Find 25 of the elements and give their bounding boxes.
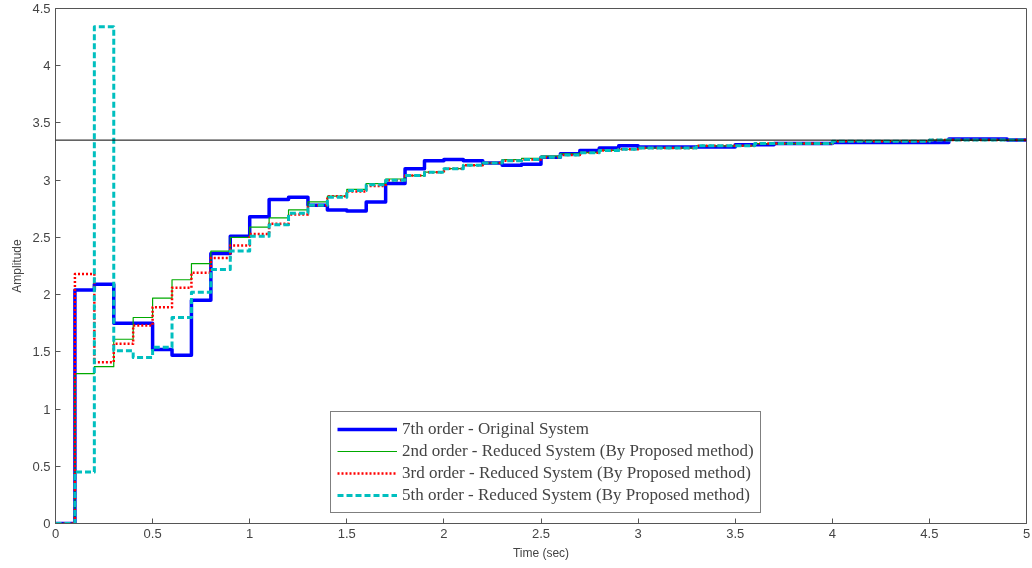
y-tick-label: 4 bbox=[43, 58, 51, 74]
legend-label: 7th order - Original System bbox=[402, 418, 589, 440]
x-tick-label: 1 bbox=[246, 525, 254, 541]
x-tick-label: 2.5 bbox=[531, 525, 551, 541]
x-tick-label: 3.5 bbox=[726, 525, 745, 541]
x-tick-label: 0.5 bbox=[143, 525, 162, 541]
y-tick-label: 1 bbox=[43, 401, 51, 417]
y-tick-label: 2.5 bbox=[32, 229, 51, 245]
y-tick-label: 1.5 bbox=[32, 344, 51, 360]
y-tick-label: 3 bbox=[43, 172, 51, 188]
y-axis-title: Amplitude bbox=[10, 238, 25, 293]
x-tick-label: 2 bbox=[440, 525, 448, 541]
x-tick-label: 4 bbox=[828, 525, 836, 541]
x-tick-label: 4.5 bbox=[920, 525, 939, 541]
y-tick-label: 4.5 bbox=[32, 1, 51, 16]
x-axis-title: Time (sec) bbox=[512, 545, 570, 560]
x-tick-label: 3 bbox=[634, 525, 642, 541]
y-tick-label: 3.5 bbox=[32, 115, 51, 131]
y-tick-label: 0.5 bbox=[32, 458, 51, 474]
legend-label: 2nd order - Reduced System (By Proposed method) bbox=[402, 440, 754, 462]
y-tick-label: 2 bbox=[43, 287, 51, 303]
legend-label: 5th order - Reduced System (By Proposed method) bbox=[402, 484, 750, 506]
x-tick-label: 5 bbox=[1022, 525, 1031, 541]
x-tick-label: 1.5 bbox=[337, 525, 356, 541]
legend-label: 3rd order - Reduced System (By Proposed method) bbox=[402, 462, 751, 484]
